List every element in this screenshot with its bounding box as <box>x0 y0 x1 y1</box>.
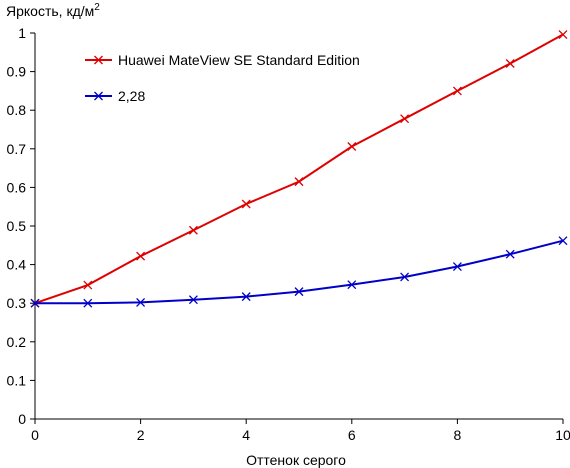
point-marker-stroke <box>83 298 93 308</box>
x-tick-label: 6 <box>348 427 356 443</box>
y-tick-label: 0.1 <box>7 372 27 388</box>
data-point <box>136 251 146 261</box>
legend-label: Huawei MateView SE Standard Edition <box>118 52 360 68</box>
point-marker-stroke <box>94 55 103 65</box>
series-1 <box>30 30 568 308</box>
point-marker-stroke <box>505 249 515 259</box>
y-tick-label: 1 <box>18 25 26 41</box>
x-tick-label: 8 <box>454 427 462 443</box>
y-tick-label: 0.9 <box>7 64 27 80</box>
point-marker-stroke <box>83 280 93 290</box>
y-tick-label: 0.7 <box>7 141 27 157</box>
point-marker-stroke <box>188 295 198 305</box>
point-marker-stroke <box>452 86 462 96</box>
data-point <box>241 292 251 302</box>
data-point <box>400 114 410 124</box>
point-marker-stroke <box>558 30 568 40</box>
y-tick-label: 0.3 <box>7 295 27 311</box>
data-point <box>30 298 40 308</box>
data-point <box>558 236 568 246</box>
legend: Huawei MateView SE Standard Edition 2,28 <box>85 52 360 104</box>
data-point <box>505 249 515 259</box>
legend-item-2: 2,28 <box>85 88 145 104</box>
point-marker-stroke <box>30 298 40 308</box>
data-point <box>241 199 251 209</box>
data-point <box>294 177 304 187</box>
y-tick-label: 0.4 <box>7 257 27 273</box>
point-marker-stroke <box>558 236 568 246</box>
y-tick-label: 0.8 <box>7 102 27 118</box>
point-marker-stroke <box>452 262 462 271</box>
data-point <box>558 30 568 40</box>
legend-swatch-marker <box>94 91 103 101</box>
data-point <box>188 225 198 235</box>
point-marker-stroke <box>241 199 251 209</box>
data-point <box>505 59 515 68</box>
data-point <box>400 272 410 282</box>
legend-label: 2,28 <box>118 88 145 104</box>
x-tick-label: 10 <box>555 427 570 443</box>
data-point <box>188 295 198 305</box>
data-point <box>83 298 93 308</box>
data-point <box>294 287 304 297</box>
point-marker-stroke <box>241 292 251 302</box>
data-point <box>83 280 93 290</box>
y-tick-label: 0.2 <box>7 334 27 350</box>
x-axis-title: Оттенок серого <box>246 452 346 468</box>
y-tick-label: 0.6 <box>7 179 27 195</box>
point-marker-stroke <box>294 177 304 187</box>
y-axis-title: Яркость, кд/м2 <box>6 2 100 19</box>
y-axis-title-text: Яркость, кд/м <box>6 3 94 19</box>
point-marker-stroke <box>400 272 410 282</box>
x-tick-label: 4 <box>242 427 250 443</box>
point-marker-stroke <box>347 280 357 290</box>
data-point <box>347 280 357 290</box>
series-line <box>34 33 564 305</box>
point-marker-stroke <box>400 114 410 124</box>
series-2 <box>30 236 568 308</box>
data-point <box>452 86 462 96</box>
point-marker-stroke <box>136 297 146 307</box>
point-marker-stroke <box>294 287 304 297</box>
data-point <box>347 142 357 151</box>
series-line <box>35 239 564 305</box>
point-marker-stroke <box>188 225 198 235</box>
point-marker-stroke <box>347 142 357 151</box>
series-layer <box>30 30 568 308</box>
axes: 00.10.20.30.40.50.60.70.80.910 2 4 6 8 10 <box>7 25 570 443</box>
data-point <box>136 297 146 307</box>
y-tick-label: 0.5 <box>7 218 27 234</box>
point-marker-stroke <box>505 59 515 68</box>
point-marker-stroke <box>136 251 146 261</box>
y-tick-label: 0 <box>18 411 26 427</box>
x-tick-label: 0 <box>31 427 39 443</box>
y-axis-title-superscript: 2 <box>94 2 100 13</box>
point-marker-stroke <box>94 91 103 101</box>
legend-swatch-marker <box>94 55 103 65</box>
x-tick-label: 2 <box>137 427 145 443</box>
legend-item-1: Huawei MateView SE Standard Edition <box>85 52 360 68</box>
data-point <box>452 262 462 271</box>
